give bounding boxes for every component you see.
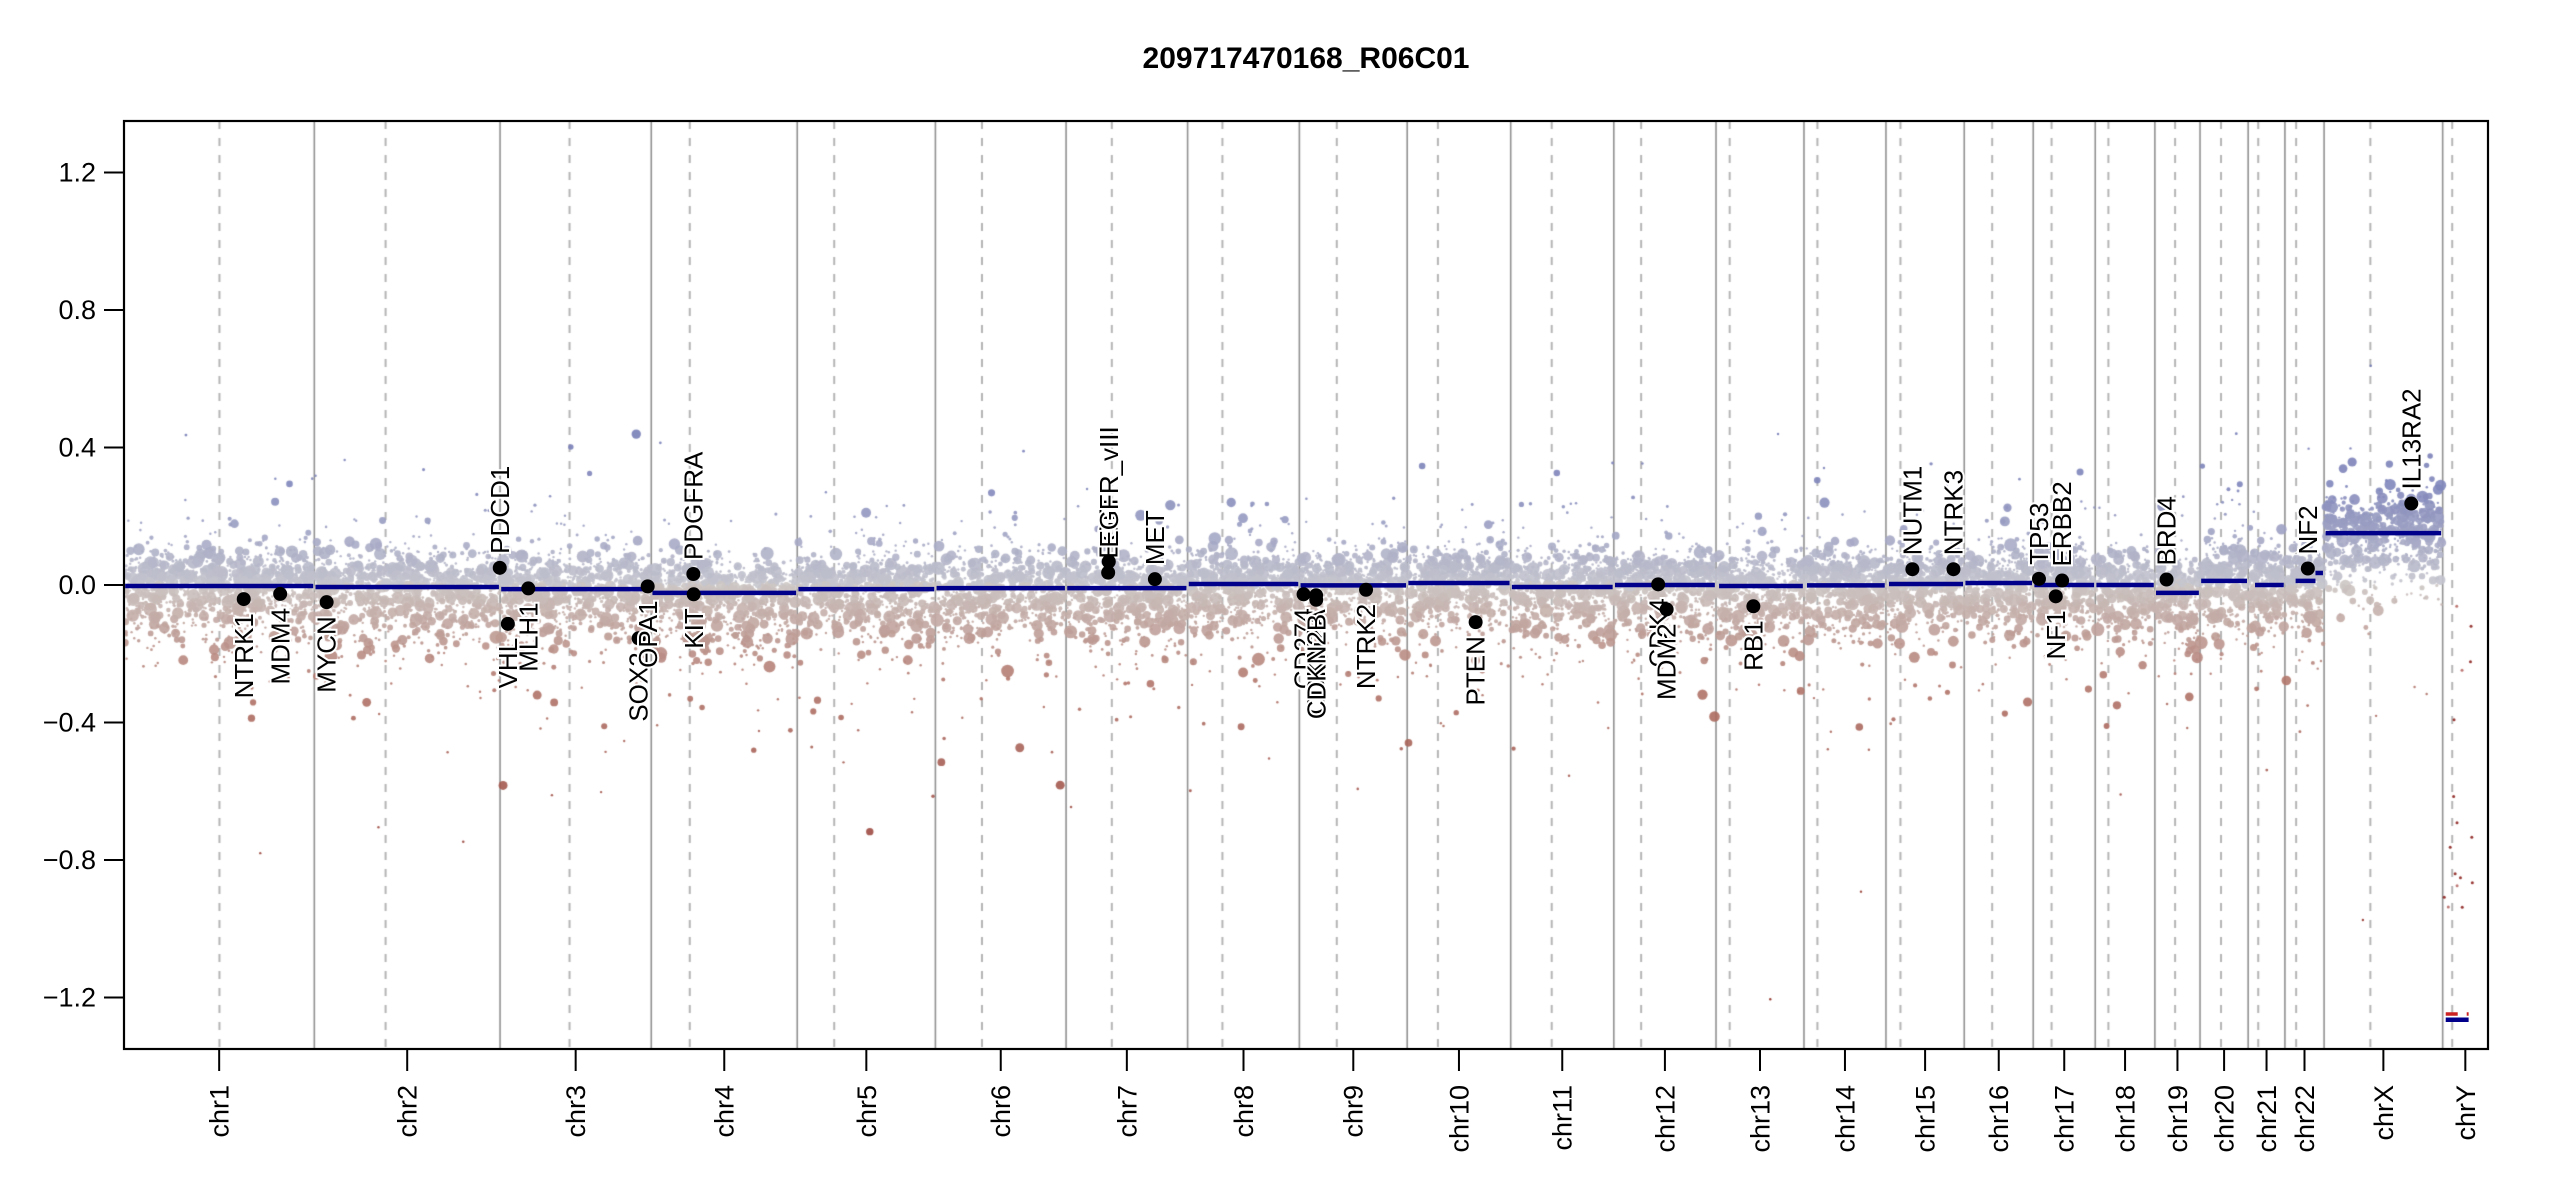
x-axis-tick-label-chr9: chr9 [1339, 1085, 1369, 1138]
gene-marker-ERBB2 [2055, 573, 2070, 588]
gene-label-ERBB2: ERBB2 [2047, 481, 2077, 566]
gene-label-NTRK1: NTRK1 [229, 613, 259, 698]
x-axis-tick-label-chr8: chr8 [1229, 1085, 1259, 1138]
gene-label-PDGFRA: PDGFRA [678, 451, 708, 560]
gene-marker-CDKN2B [1309, 592, 1324, 607]
y-axis-tick-label: −0.8 [43, 845, 96, 875]
gene-marker-SOX2 [631, 631, 646, 646]
x-axis-tick-label-chr21: chr21 [2252, 1085, 2282, 1153]
gene-label-EGFR: EGFR [1093, 486, 1123, 558]
gene-marker-NTRK3 [1946, 562, 1961, 577]
x-axis-tick-label-chr4: chr4 [710, 1085, 740, 1138]
gene-marker-CDK4 [1651, 577, 1666, 592]
x-axis-tick-label-chrX: chrX [2369, 1085, 2399, 1141]
gene-label-MET: MET [1140, 510, 1170, 565]
gene-marker-MET [1147, 572, 1162, 587]
gene-label-MDM4: MDM4 [265, 608, 295, 685]
gene-label-OPA1: OPA1 [633, 600, 663, 667]
x-axis-tick-label-chr20: chr20 [2210, 1085, 2240, 1153]
x-axis-tick-label-chr10: chr10 [1444, 1085, 1474, 1153]
y-axis-tick-label: 0.0 [58, 570, 96, 600]
gene-marker-NTRK1 [236, 592, 251, 607]
gene-marker-MLH1 [521, 581, 536, 596]
gene-label-SOX2: SOX2 [624, 652, 654, 721]
gene-marker-PDCD1 [492, 560, 507, 575]
gene-marker-NTRK2 [1359, 582, 1374, 597]
gene-marker-PTEN [1468, 615, 1483, 630]
gene-label-MLH1: MLH1 [513, 602, 543, 671]
y-axis-tick-label: −1.2 [43, 982, 96, 1012]
gene-label-TP53: TP53 [2024, 503, 2054, 565]
gene-marker-NF2 [2300, 561, 2315, 576]
y-axis-tick-label: 1.2 [58, 158, 96, 188]
y-axis-tick-label: 0.4 [58, 433, 96, 463]
gene-label-EGFR_vIII: EGFR_vIII [1094, 426, 1124, 547]
x-axis-tick-label-chr15: chr15 [1911, 1085, 1941, 1153]
gene-label-BRD4: BRD4 [2152, 496, 2182, 565]
gene-marker-KIT [686, 587, 701, 602]
gene-label-RB1: RB1 [1738, 620, 1768, 671]
x-axis-tick-label-chr2: chr2 [393, 1085, 423, 1138]
gene-marker-VHL [500, 616, 515, 631]
x-axis-tick-label-chr13: chr13 [1745, 1085, 1775, 1153]
x-axis-tick-label-chr12: chr12 [1650, 1085, 1680, 1153]
gene-marker-IL13RA2 [2404, 496, 2419, 511]
gene-label-CD274: CD274 [1289, 608, 1319, 689]
gene-label-MDM2: MDM2 [1652, 623, 1682, 700]
gene-label-NTRK2: NTRK2 [1351, 604, 1381, 689]
gene-label-IL13RA2: IL13RA2 [2396, 388, 2426, 489]
gene-marker-MDM2 [1659, 602, 1674, 617]
gene-marker-NUTM1 [1905, 562, 1920, 577]
x-axis-tick-label-chr1: chr1 [205, 1085, 235, 1138]
gene-marker-PDGFRA [686, 567, 701, 582]
x-axis-tick-label-chr7: chr7 [1112, 1085, 1142, 1138]
x-axis-tick-label-chr14: chr14 [1830, 1085, 1860, 1153]
gene-label-CDKN2B: CDKN2B [1301, 614, 1331, 719]
gene-marker-MYCN [319, 595, 334, 610]
gene-label-NF2: NF2 [2293, 505, 2323, 554]
gene-label-KIT: KIT [679, 608, 709, 649]
x-axis-tick-label-chr18: chr18 [2111, 1085, 2141, 1153]
x-axis-tick-label-chr19: chr19 [2163, 1085, 2193, 1153]
gene-label-NTRK3: NTRK3 [1939, 470, 1969, 555]
gene-marker-RB1 [1746, 599, 1761, 614]
gene-label-NUTM1: NUTM1 [1897, 466, 1927, 556]
x-axis-tick-label-chr17: chr17 [2050, 1085, 2080, 1153]
x-axis-tick-label-chr3: chr3 [561, 1085, 591, 1138]
x-axis-tick-label-chr5: chr5 [852, 1085, 882, 1138]
gene-marker-EGFR [1101, 565, 1116, 580]
x-axis-tick-label-chr11: chr11 [1548, 1085, 1578, 1151]
y-axis-tick-label: 0.8 [58, 295, 96, 325]
x-axis-tick-label-chr6: chr6 [986, 1085, 1016, 1138]
gene-marker-NF1 [2048, 589, 2063, 604]
gene-marker-TP53 [2031, 571, 2046, 586]
gene-label-PDCD1: PDCD1 [485, 466, 515, 554]
gene-marker-OPA1 [640, 579, 655, 594]
y-axis-tick-label: −0.4 [43, 707, 96, 737]
gene-marker-BRD4 [2159, 572, 2174, 587]
x-axis-tick-label-chr16: chr16 [1984, 1085, 2014, 1153]
gene-label-VHL: VHL [493, 638, 523, 689]
gene-marker-MDM4 [273, 586, 288, 601]
gene-label-NF1: NF1 [2041, 610, 2071, 659]
gene-label-PTEN: PTEN [1461, 636, 1491, 705]
gene-marker-CD274 [1296, 587, 1311, 602]
gene-label-MYCN: MYCN [312, 616, 342, 693]
x-axis-tick-label-chrY: chrY [2451, 1085, 2481, 1141]
gene-label-CDKN2A: CDKN2A [1301, 609, 1331, 715]
gene-marker-EGFR_vIII [1101, 554, 1116, 569]
x-axis-tick-label-chr22: chr22 [2290, 1085, 2320, 1153]
